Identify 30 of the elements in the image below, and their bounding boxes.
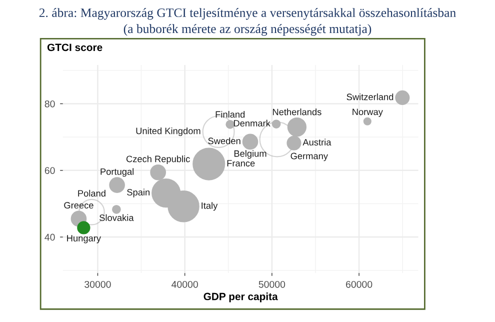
annotation: France — [227, 160, 255, 167]
annotation: Czech Republic — [126, 155, 190, 164]
annotation: Sweden — [208, 137, 240, 144]
annotation: Netherlands — [272, 108, 322, 116]
annotation: Portugal — [100, 168, 134, 177]
annotation: United Kingdom — [136, 127, 200, 136]
y-tick-label: 60 — [44, 167, 55, 174]
x-axis-title: GDP per capita — [204, 292, 278, 302]
y-tick-label: 80 — [44, 100, 55, 108]
annotation: Greece — [64, 202, 94, 209]
annotation: Austria — [302, 138, 332, 146]
annotation: Spain — [127, 188, 150, 198]
annotation: Slovakia — [100, 214, 134, 221]
annotation: Hungary — [67, 235, 101, 244]
x-tick-label: 50000 — [258, 280, 286, 288]
annotation: Italy — [202, 202, 218, 211]
annotation: Poland — [78, 190, 106, 197]
annotation: Germany — [290, 152, 328, 162]
annotation: Belgium — [234, 150, 266, 159]
y-tick-label: 40 — [44, 234, 55, 241]
x-tick-label: 60000 — [346, 280, 372, 288]
chart-subtitle: (a buborék mérete az ország népességét mutatja) — [124, 24, 372, 36]
y-axis-title: GTCI score — [47, 44, 102, 52]
annotation: Norway — [352, 108, 383, 117]
annotation: Denmark — [234, 120, 270, 127]
chart-title: 2. ábra: Magyarország GTCI teljesítménye a versenytársakkal összehasonlításban — [39, 8, 456, 20]
annotation: Finland — [216, 110, 245, 118]
x-tick-label: 30000 — [84, 280, 111, 288]
x-tick-label: 40000 — [172, 280, 198, 288]
annotation: Switzerland — [346, 93, 394, 100]
